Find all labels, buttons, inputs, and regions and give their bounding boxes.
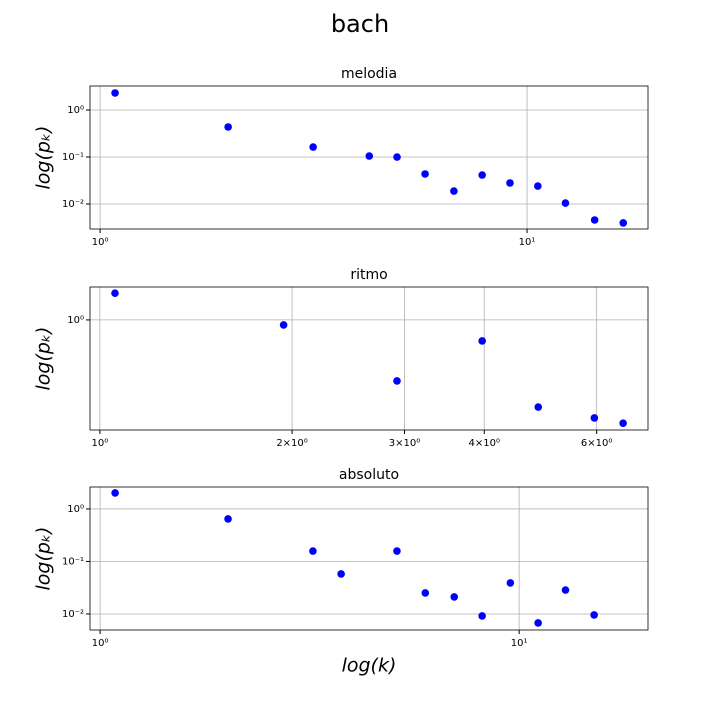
point bbox=[506, 579, 515, 587]
point bbox=[421, 170, 429, 178]
point bbox=[619, 219, 628, 227]
x-tick-label: 10⁰ bbox=[92, 237, 109, 248]
x-tick-label: 10⁰ bbox=[92, 638, 109, 649]
point bbox=[365, 152, 374, 160]
y-tick-label: 10⁰ bbox=[67, 105, 84, 116]
point bbox=[111, 289, 119, 297]
subplot-title: melodia bbox=[341, 66, 397, 82]
point bbox=[309, 143, 317, 151]
point bbox=[590, 216, 599, 224]
point bbox=[619, 419, 627, 427]
x-tick-label: 4×10⁰ bbox=[469, 438, 500, 449]
point bbox=[534, 619, 542, 627]
point bbox=[337, 570, 345, 578]
point bbox=[393, 377, 401, 385]
x-tick-label: 3×10⁰ bbox=[389, 438, 420, 449]
point bbox=[309, 547, 317, 555]
point bbox=[534, 403, 543, 411]
y-axis-label: log(pₖ) bbox=[33, 126, 55, 190]
x-tick-label: 10¹ bbox=[511, 638, 528, 649]
point bbox=[421, 589, 430, 597]
y-tick-label: 10⁻² bbox=[62, 199, 84, 210]
point bbox=[534, 182, 542, 190]
point bbox=[224, 515, 232, 523]
point bbox=[561, 586, 570, 594]
y-tick-label: 10⁰ bbox=[67, 504, 84, 515]
plot-frame bbox=[89, 486, 649, 631]
x-tick-label: 6×10⁰ bbox=[581, 438, 612, 449]
point bbox=[224, 123, 232, 131]
subplot-title: ritmo bbox=[350, 267, 387, 283]
point bbox=[590, 414, 599, 422]
point bbox=[478, 337, 486, 345]
point bbox=[450, 187, 458, 195]
subplot-title: absoluto bbox=[339, 467, 399, 483]
point bbox=[279, 321, 288, 329]
point bbox=[111, 489, 119, 497]
x-tick-label: 2×10⁰ bbox=[276, 438, 307, 449]
y-axis-label: log(pₖ) bbox=[33, 527, 55, 591]
x-tick-label: 10¹ bbox=[519, 237, 536, 248]
y-tick-label: 10⁻¹ bbox=[62, 152, 84, 163]
point bbox=[561, 199, 570, 207]
y-tick-label: 10⁻¹ bbox=[62, 556, 84, 567]
plot-frame bbox=[89, 286, 649, 431]
plot-frame bbox=[89, 85, 649, 230]
point bbox=[506, 179, 514, 187]
x-axis-label: log(k) bbox=[342, 655, 397, 677]
point bbox=[393, 547, 401, 555]
point bbox=[450, 593, 459, 601]
point bbox=[478, 171, 486, 179]
y-tick-label: 10⁰ bbox=[67, 315, 84, 326]
y-tick-label: 10⁻² bbox=[62, 609, 84, 620]
figure-title: bach bbox=[331, 10, 389, 38]
point bbox=[478, 612, 486, 620]
x-tick-label: 10⁰ bbox=[92, 438, 109, 449]
point bbox=[393, 153, 401, 161]
y-axis-label: log(pₖ) bbox=[33, 327, 55, 391]
point bbox=[111, 89, 119, 97]
point bbox=[590, 611, 598, 619]
